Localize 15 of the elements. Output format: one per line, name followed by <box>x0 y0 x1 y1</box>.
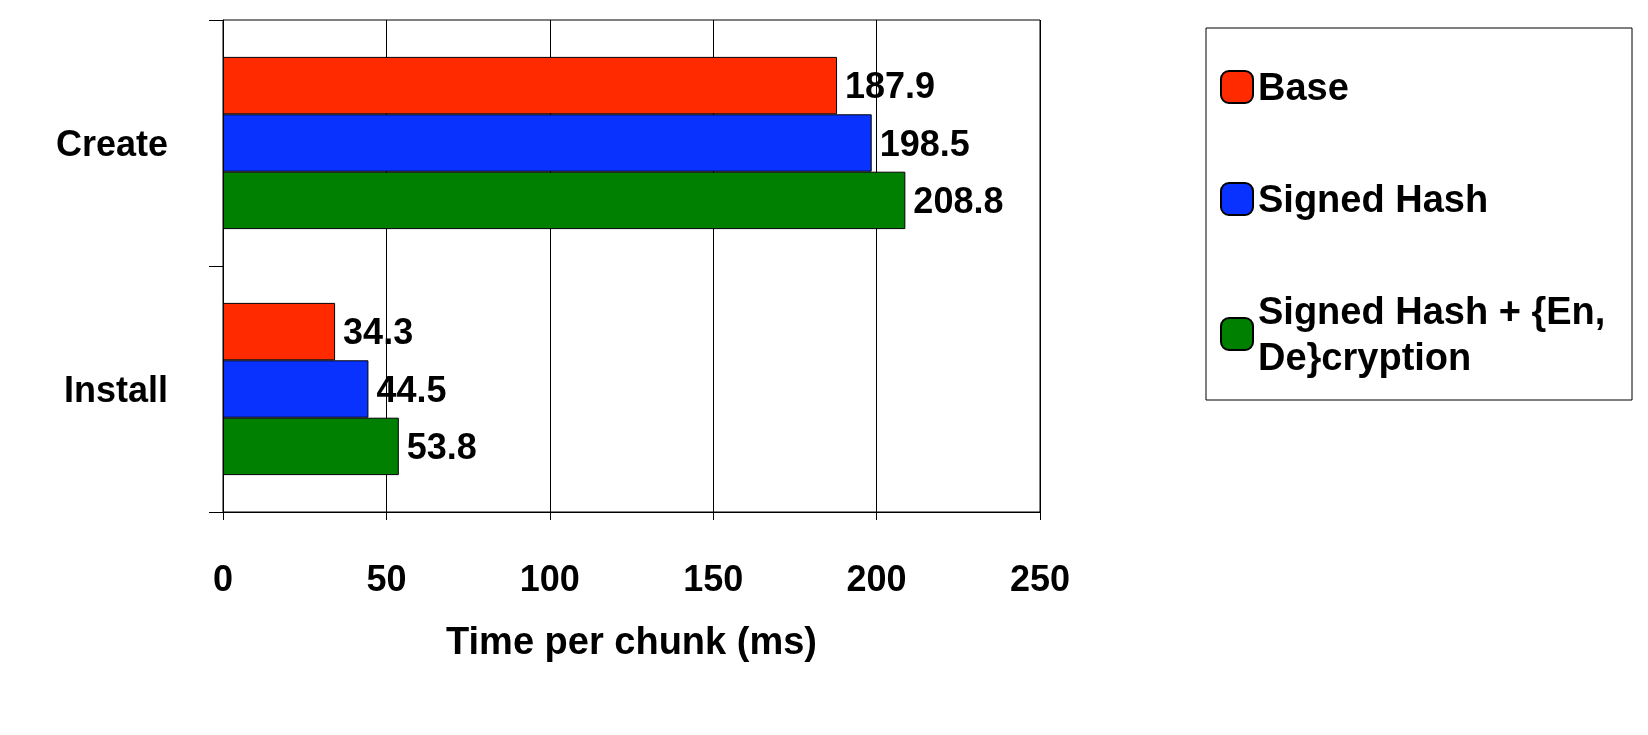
x-tick-label: 50 <box>366 557 407 599</box>
legend-label: Signed Hash <box>1258 178 1489 220</box>
data-label: 53.8 <box>406 425 477 467</box>
y-tick-label: Install <box>63 368 168 410</box>
x-tick-label: 150 <box>683 557 744 599</box>
x-axis-title: Time per chunk (ms) <box>446 620 817 662</box>
x-tick-label: 100 <box>519 557 580 599</box>
x-tick-label: 200 <box>846 557 907 599</box>
x-tick-label: 250 <box>1009 557 1071 599</box>
legend-label: Signed Hash + {En,De}cryption <box>1258 290 1606 378</box>
data-label: 208.8 <box>913 179 1004 221</box>
legend-label: Base <box>1258 66 1349 108</box>
x-tick-label: 0 <box>212 557 234 599</box>
data-label: 198.5 <box>879 122 970 164</box>
y-tick-label: Create <box>55 122 168 164</box>
